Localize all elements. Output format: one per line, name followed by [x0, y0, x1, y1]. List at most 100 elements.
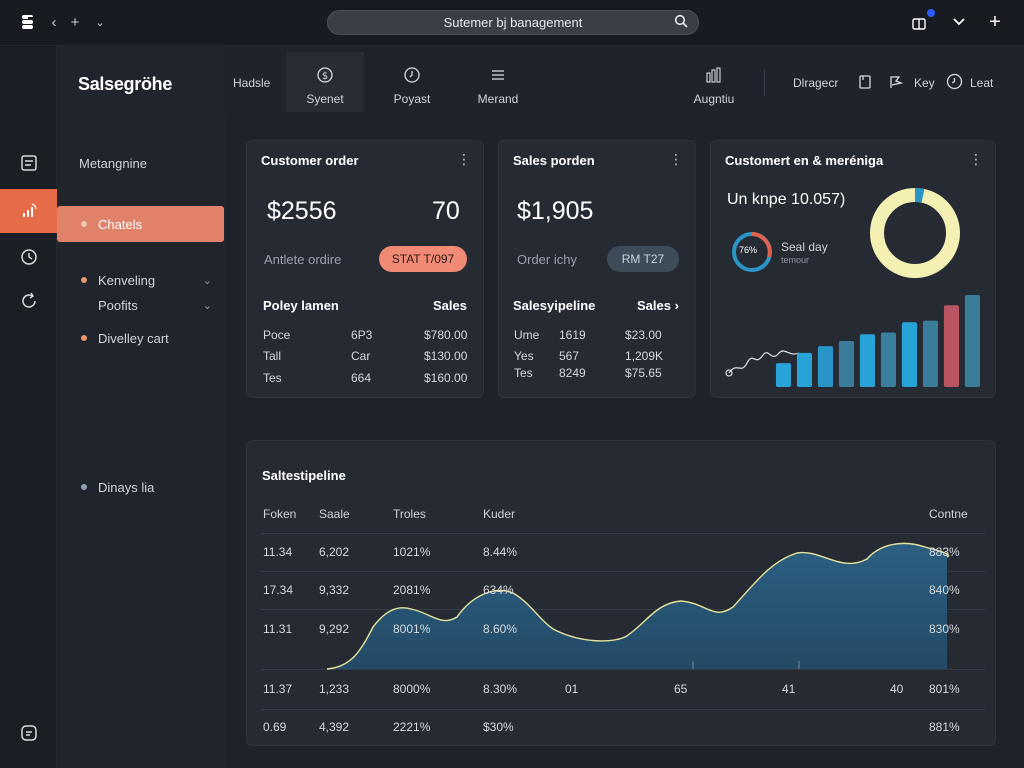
app-title: Salsegröhe — [78, 74, 173, 94]
chevron-down-icon[interactable]: ⌄ — [202, 274, 212, 287]
table-cell: Poce — [263, 328, 291, 342]
table-cell: Tes — [514, 366, 533, 380]
chat-icon[interactable] — [0, 711, 57, 755]
column-header[interactable]: Kuder — [483, 507, 516, 521]
app-logo-icon[interactable] — [16, 11, 40, 33]
tab-label: Poyast — [393, 92, 431, 106]
refresh-icon[interactable] — [0, 279, 57, 323]
chevron-down-icon[interactable]: ⌄ — [202, 299, 212, 312]
sales-porden-card: Sales porden ⋮ $1,905 Order ichy RM T27 … — [498, 140, 696, 398]
signal-icon[interactable] — [0, 189, 57, 233]
tab-label: Syenet — [306, 92, 344, 106]
search-input[interactable]: Sutemer bj banagement — [327, 10, 699, 35]
table-head-right[interactable]: Sales › — [637, 298, 679, 313]
pipeline-card: Saltestipeline Foken Saale Troles Kuder … — [246, 440, 996, 746]
table-cell: Tall — [263, 349, 282, 363]
plus-icon[interactable]: + — [989, 10, 1001, 33]
column-header[interactable]: Contne — [929, 507, 968, 521]
nav-key[interactable]: Key — [914, 76, 935, 90]
tab-merand[interactable]: Merand — [462, 52, 534, 112]
sidebar-item-chatels[interactable]: Chatels — [57, 206, 224, 242]
area-line — [326, 542, 950, 670]
table-cell: 567 — [559, 349, 580, 363]
table-cell: 883% — [929, 545, 960, 559]
table-cell: $30% — [483, 720, 514, 734]
tab-poyast[interactable]: Poyast — [374, 52, 450, 112]
nav-dlragecr[interactable]: Dlragecr — [793, 76, 839, 90]
table-cell: 6,202 — [319, 545, 350, 559]
bar — [943, 305, 959, 387]
table-head-right: Sales — [433, 298, 467, 313]
table-cell: 4,392 — [319, 720, 350, 734]
sidebar-item-dinays-lia[interactable]: Dinays lia — [57, 469, 224, 505]
column-header[interactable]: Troles — [393, 507, 426, 521]
table-cell: 17.34 — [263, 583, 294, 597]
customert-card: Customert en & meréniga ⋮ Un knpe 10.057… — [710, 140, 996, 398]
bar — [859, 334, 875, 387]
chevron-left-icon[interactable]: ‹ — [51, 13, 57, 31]
table-cell: $75.65 — [625, 366, 662, 380]
status-dot — [81, 277, 87, 283]
bar — [901, 322, 917, 387]
headline: Un knpe 10.057) — [727, 191, 846, 208]
table-cell: 11.31 — [263, 622, 293, 636]
tab-augntiu[interactable]: Augntiu — [682, 52, 746, 112]
bar — [817, 346, 833, 387]
sidebar-item-kenveling[interactable]: Kenveling ⌄ — [57, 262, 224, 298]
customer-order-card: Customer order ⋮ $2556 70 Antlete ordire… — [246, 140, 484, 398]
table-cell: Car — [351, 349, 371, 363]
order-total: $2556 — [267, 197, 337, 225]
table-cell: 9,332 — [319, 583, 350, 597]
nav-home[interactable]: Hadsle — [233, 76, 271, 90]
area-chart — [326, 542, 950, 670]
row-divider — [261, 571, 985, 572]
table-cell: 2221% — [393, 720, 431, 734]
sidebar-item-label: Kenveling — [98, 272, 156, 288]
more-vertical-icon[interactable]: ⋮ — [669, 151, 683, 167]
legend-sub: temour — [781, 255, 810, 265]
table-cell: 8001% — [393, 622, 431, 636]
svg-text:$: $ — [322, 71, 328, 82]
status-pill[interactable]: STAT T/097 — [379, 246, 467, 272]
table-cell: Ume — [514, 328, 540, 342]
calendar-icon[interactable] — [0, 141, 57, 185]
chevron-down-icon[interactable]: ⌄ — [95, 16, 105, 29]
table-cell: 8.30% — [483, 682, 518, 696]
mini-ring-chart — [732, 232, 772, 272]
plus-icon[interactable]: + — [70, 13, 80, 31]
table-cell: 8000% — [393, 682, 431, 696]
column-header[interactable]: Saale — [319, 507, 350, 521]
more-vertical-icon[interactable]: ⋮ — [969, 151, 983, 167]
flag-icon[interactable] — [888, 74, 904, 95]
bar — [880, 332, 896, 387]
divider — [764, 70, 765, 96]
status-dot — [81, 335, 87, 341]
bar — [922, 320, 938, 387]
status-pill[interactable]: RM T27 — [607, 246, 679, 272]
sidebar-item-poofits[interactable]: Poofits ⌄ — [57, 287, 224, 323]
sidebar-item-divelley-cart[interactable]: Divelley cart — [57, 320, 224, 356]
chevron-down-icon[interactable] — [948, 11, 970, 33]
row-divider — [261, 669, 985, 670]
table-cell: $780.00 — [424, 328, 468, 342]
column-header[interactable]: Foken — [263, 507, 297, 521]
table-cell: $160.00 — [424, 371, 468, 385]
clock-icon[interactable] — [0, 235, 57, 279]
tab-syenet[interactable]: $ Syenet — [286, 52, 364, 112]
search-icon[interactable] — [674, 14, 688, 31]
document-icon[interactable] — [858, 74, 872, 95]
table-cell: 1,209K — [625, 349, 664, 363]
table-cell: 634% — [483, 583, 514, 597]
nav-leat[interactable]: Leat — [970, 76, 994, 90]
bar — [796, 352, 812, 387]
table-cell: 801% — [929, 682, 960, 696]
sales-sub-label: Order ichy — [517, 252, 577, 267]
table-head-left: Salesyipeline — [513, 298, 596, 313]
gift-icon[interactable] — [908, 11, 930, 33]
table-cell: $23.00 — [625, 328, 662, 342]
clock-icon[interactable] — [946, 73, 963, 95]
table-cell: Yes — [514, 349, 534, 363]
tab-label: Augntiu — [693, 92, 735, 106]
top-nav: Hadsle $ Syenet Poyast Merand Augntiu Dl… — [226, 46, 1024, 118]
more-vertical-icon[interactable]: ⋮ — [457, 151, 471, 167]
